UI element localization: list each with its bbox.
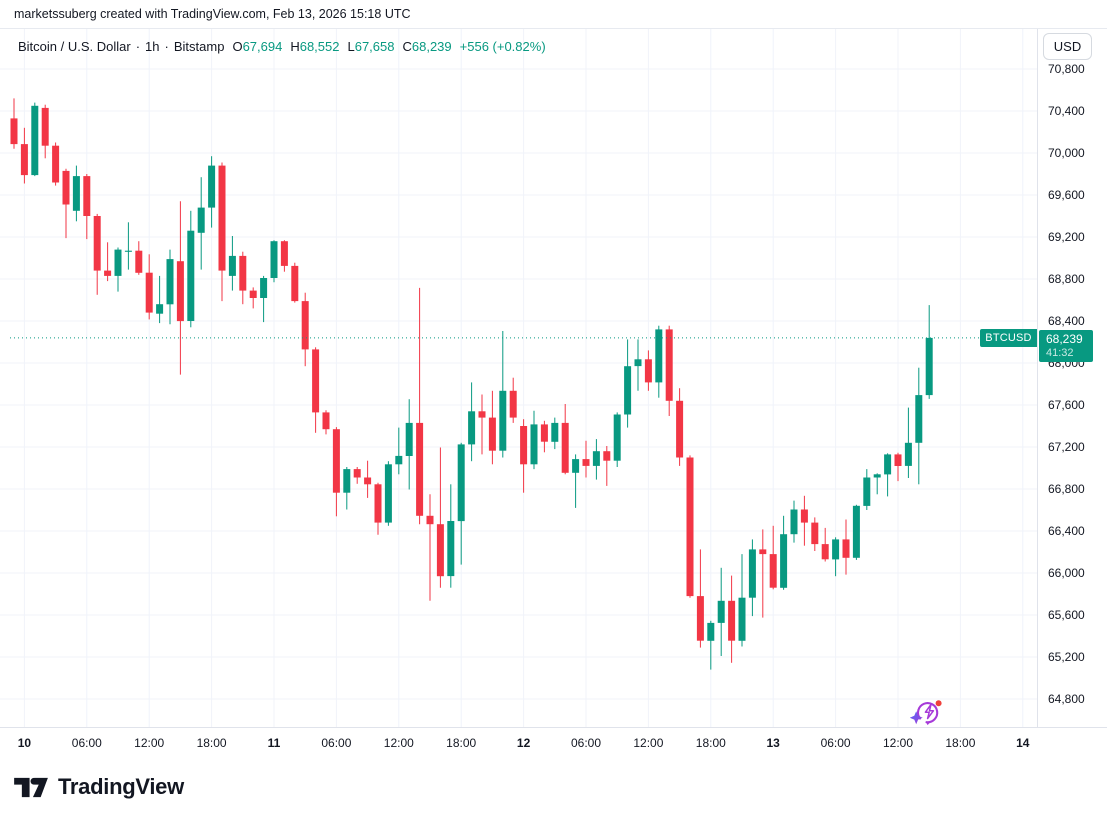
time-scale[interactable]: 10 06:00 12:00 18:00 11 06:00 12:00 18:00 12 06:0… [0, 727, 1107, 760]
footer-brand-bar: TradingView [0, 760, 1107, 814]
brand-name[interactable]: TradingView [58, 774, 184, 799]
time-tick-date-label: 12 [516, 736, 531, 750]
price-tick-label: 68,400 [1048, 314, 1085, 328]
price-tick-label: 69,200 [1048, 230, 1085, 244]
price-tick-label: 67,200 [1048, 440, 1085, 454]
price-tick-label: 68,800 [1048, 272, 1085, 286]
time-tick-date-label: 13 [766, 736, 780, 750]
chart-region: Bitcoin / U.S. Dollar · 1h · Bitstamp O6… [0, 28, 1107, 728]
price-tick-label: 70,400 [1048, 104, 1085, 118]
price-tick-label: 65,600 [1048, 608, 1085, 622]
price-tick-label: 70,000 [1048, 146, 1085, 160]
time-tick-label: 06:00 [570, 736, 602, 750]
ohlc-open: O67,694 [232, 38, 283, 54]
last-price-value: 68,239 [1046, 331, 1083, 346]
time-tick-date-label: 11 [267, 736, 281, 750]
attribution-bar: marketssuberg created with TradingView.c… [0, 0, 1107, 28]
price-tick-label: 64,800 [1048, 692, 1085, 706]
price-tick-label: 66,800 [1048, 482, 1085, 496]
price-change: +556 (+0.82%) [459, 38, 546, 54]
exchange-label: Bitstamp [173, 38, 225, 54]
price-tick-label: 69,600 [1048, 188, 1085, 202]
time-tick-label: 18:00 [196, 736, 227, 750]
bar-countdown: 41:32 [1046, 346, 1074, 359]
price-scale[interactable]: USD 70,800 70,400 70,000 69,600 69,200 68,800… [1037, 29, 1107, 728]
price-tick-label: 66,000 [1048, 566, 1085, 580]
time-tick-label: 12:00 [383, 736, 414, 750]
tradingview-logo-icon[interactable] [13, 774, 50, 801]
time-tick-label: 18:00 [446, 736, 477, 750]
time-tick-label: 06:00 [820, 736, 851, 750]
time-tick-label: 12:00 [134, 736, 165, 750]
price-tick-label: 70,800 [1048, 62, 1085, 76]
price-tick-label: 66,400 [1048, 524, 1085, 538]
time-tick-date-label: 14 [1016, 736, 1030, 750]
last-price-badge: 68,239 41:32 [1039, 329, 1093, 362]
interval-label: 1h [145, 38, 160, 54]
symbol-header: Bitcoin / U.S. Dollar · 1h · Bitstamp O6… [18, 37, 546, 55]
ai-refresh-icon [910, 700, 942, 726]
ohlc-close: C68,239 [402, 38, 452, 54]
price-tick-label: 67,600 [1048, 398, 1085, 412]
time-tick-label: 06:00 [71, 736, 102, 750]
candlestick-plot[interactable] [0, 29, 1037, 728]
price-tick-label: 65,200 [1048, 650, 1085, 664]
separator-dot: · [164, 38, 169, 54]
time-tick-label: 12:00 [882, 736, 914, 750]
time-tick-label: 12:00 [633, 736, 664, 750]
ohlc-high: H68,552 [290, 38, 340, 54]
time-tick-label: 18:00 [695, 736, 726, 750]
last-price-symbol-label: BTCUSD [980, 328, 1037, 347]
attribution-text: marketssuberg created with TradingView.c… [14, 7, 411, 21]
time-tick-label: 06:00 [321, 736, 352, 750]
currency-button[interactable]: USD [1043, 33, 1092, 60]
time-tick-label: 18:00 [945, 736, 976, 750]
ohlc-low: L67,658 [347, 38, 395, 54]
separator-dot: · [135, 38, 141, 54]
symbol-name: Bitcoin / U.S. Dollar [18, 38, 131, 54]
time-tick-date-label: 10 [17, 736, 32, 750]
